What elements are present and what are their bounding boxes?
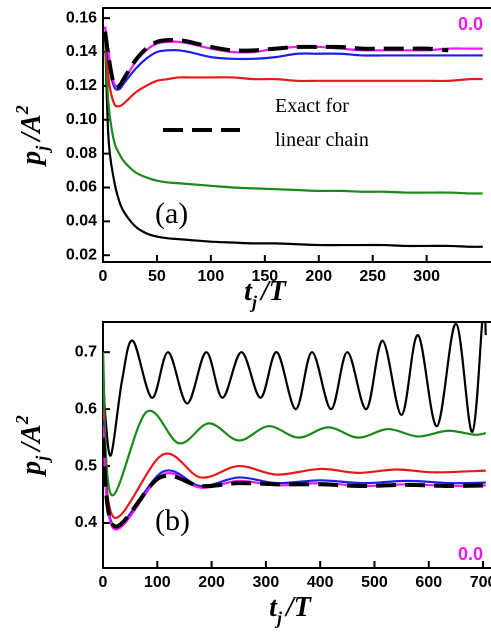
legend-label: Exact for linear chain (275, 95, 369, 151)
x-label-rest: /T (259, 276, 288, 307)
x-label-sub: j (274, 608, 283, 628)
x-label-var: t (244, 276, 253, 307)
x-label-rest: /T (284, 592, 313, 623)
annotation: 0.0 (458, 14, 483, 34)
x-axis-label: tj/T (244, 276, 288, 312)
legend-line: Exact for (275, 95, 349, 117)
x-tick-label: 50 (148, 268, 166, 285)
x-tick-label: 150 (251, 268, 278, 285)
x-tick-label: 200 (305, 268, 332, 285)
y-label-var: p (16, 151, 47, 167)
x-tick-label: 0 (99, 574, 108, 591)
y-label-sup: 2 (12, 415, 32, 425)
data-line (103, 352, 487, 497)
y-tick-label: 0.14 (66, 43, 97, 60)
y-label-sup: 2 (12, 105, 32, 115)
y-tick-label: 0.04 (66, 213, 97, 230)
data-line (104, 35, 483, 248)
data-line (103, 322, 487, 457)
panel-label: (a) (155, 197, 188, 230)
x-tick-label: 100 (144, 574, 171, 591)
y-axis-label: pj/A2 (12, 415, 52, 476)
x-axis-label: tj/T (269, 592, 313, 628)
x-tick-label: 600 (415, 574, 442, 591)
x-tick-label: 300 (413, 268, 440, 285)
panel: 0.40.50.60.70100200300400500600700tj/Tpj… (12, 321, 491, 628)
data-line (104, 35, 483, 108)
x-tick-label: 200 (198, 574, 225, 591)
y-tick-label: 0.02 (66, 246, 97, 263)
y-label-sub: j (32, 145, 52, 154)
y-tick-label: 0.08 (66, 145, 97, 162)
data-line (104, 26, 483, 91)
panel: 0.020.040.060.080.100.120.140.160 50 100 15… (12, 7, 491, 312)
y-label-rest: /A (16, 424, 47, 452)
y-axis-label: pj/A2 (12, 105, 52, 166)
y-label-rest: /A (16, 114, 47, 142)
data-line (104, 26, 483, 88)
annotation: 0.0 (458, 544, 483, 564)
y-tick-label: 0.16 (66, 9, 97, 26)
y-tick-label: 0.06 (66, 179, 97, 196)
x-tick-label: 500 (361, 574, 388, 591)
x-label-sub: j (249, 292, 258, 312)
x-tick-label: 700 (470, 574, 491, 591)
y-tick-label: 0.4 (75, 514, 97, 531)
y-tick-label: 0.12 (66, 77, 97, 94)
x-tick-label: 400 (307, 574, 334, 591)
y-tick-label: 0.7 (75, 343, 97, 360)
legend-line: linear chain (275, 129, 369, 151)
y-tick-label: 0.10 (66, 111, 97, 128)
x-tick-label: 250 (359, 268, 386, 285)
data-line (103, 31, 449, 90)
y-tick-label: 0.6 (75, 400, 97, 417)
y-label-var: p (16, 461, 47, 477)
axis-frame (102, 7, 491, 263)
y-tick-label: 0.5 (75, 457, 97, 474)
x-tick-label: 100 (198, 268, 225, 285)
data-line (103, 409, 486, 519)
x-tick-label: 0 (99, 268, 108, 285)
x-label-var: t (269, 592, 278, 623)
x-tick-label: 300 (253, 574, 280, 591)
data-line (104, 35, 483, 195)
y-label-sub: j (32, 455, 52, 464)
panel-label: (b) (155, 504, 190, 537)
data-line (103, 437, 486, 529)
